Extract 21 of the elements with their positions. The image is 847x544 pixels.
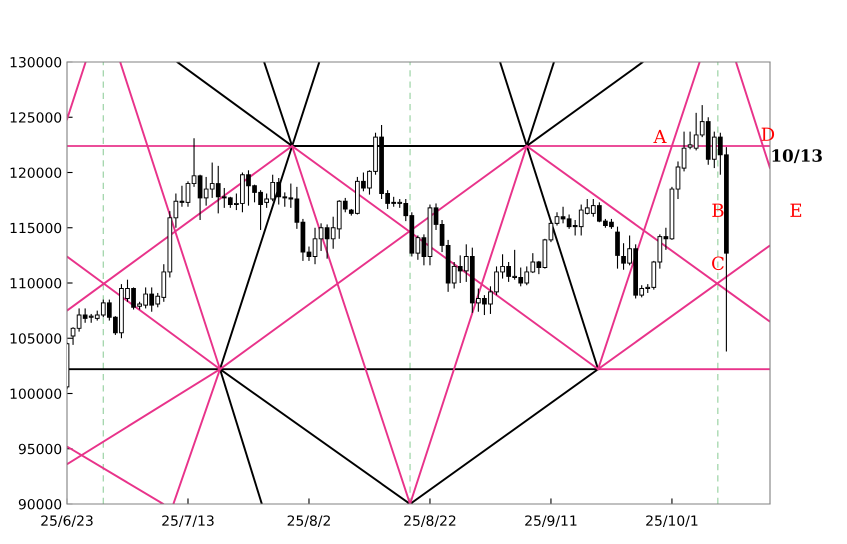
annotation: A [653,130,667,144]
y-tick-label: 125000 [10,112,62,123]
x-tick-label: 25/10/1 [646,515,698,527]
y-tick-label: 110000 [10,278,62,288]
annotation: B [712,204,724,217]
x-tick-label: 25/7/13 [162,515,214,527]
y-tick-label: 115000 [10,222,62,234]
x-tick-label: 25/9/11 [525,515,576,527]
y-tick-label: 95000 [18,444,62,454]
y-tick-label: 130000 [10,56,62,68]
y-tick-label: 120000 [10,167,62,178]
y-tick-label: 100000 [10,388,62,399]
y-tick-label: 90000 [18,498,62,510]
x-tick-label: 25/8/2 [288,515,330,527]
y-tick-label: 105000 [10,333,62,344]
text: E [790,204,802,217]
x-tick-label: 25/6/23 [41,515,93,527]
x-tick-label: 25/8/22 [404,515,456,527]
annotation: D [762,128,774,141]
text: 10/13 [772,149,822,164]
annotation: C [712,256,724,270]
